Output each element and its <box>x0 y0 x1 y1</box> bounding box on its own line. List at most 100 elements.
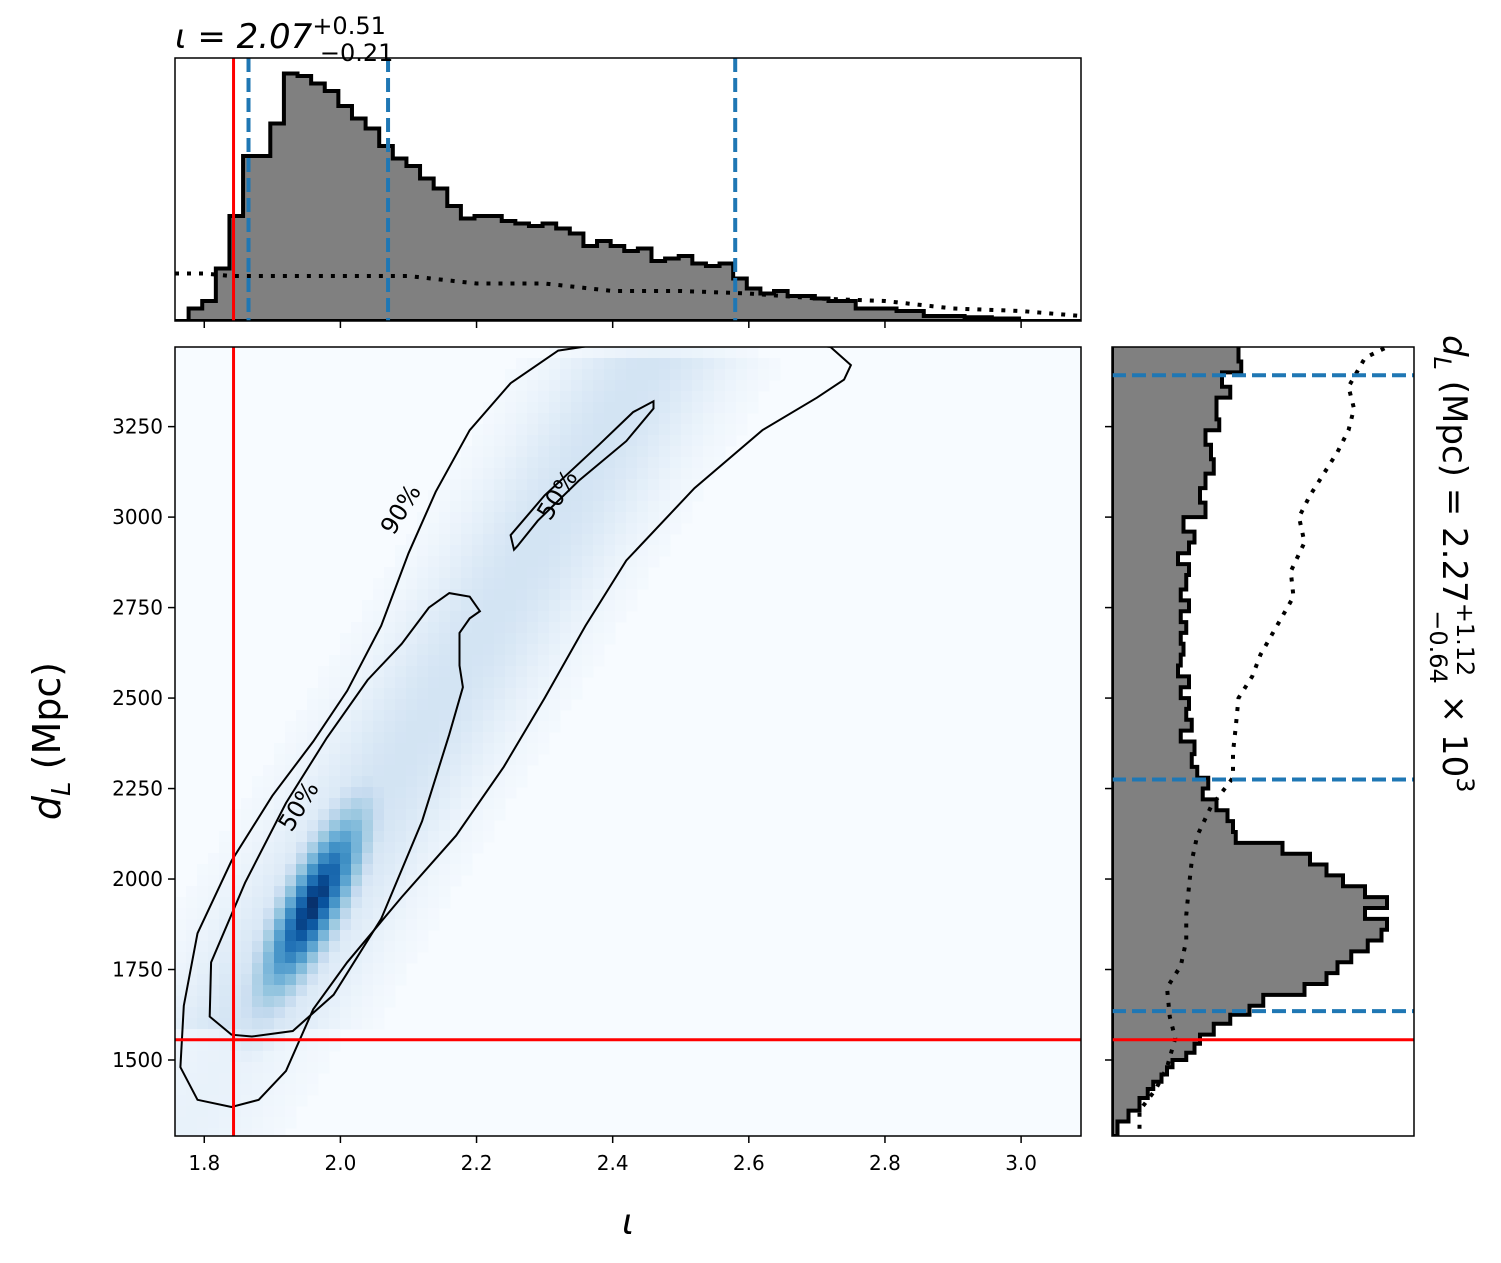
heatmap-cell <box>637 556 649 568</box>
heatmap-cell <box>769 358 781 370</box>
heatmap-cell <box>340 919 352 931</box>
heatmap-cell <box>593 589 605 601</box>
heatmap-cell <box>318 1051 330 1063</box>
heatmap-cell <box>560 534 572 546</box>
heatmap-cell <box>230 985 242 997</box>
heatmap-cell <box>274 798 286 810</box>
heatmap-cell <box>428 600 440 612</box>
heatmap-cell <box>307 1062 319 1074</box>
heatmap-cell <box>461 523 473 535</box>
heatmap-cell <box>362 677 374 689</box>
heatmap-cell <box>395 732 407 744</box>
heatmap-cell <box>208 1084 220 1096</box>
heatmap-cell <box>285 732 297 744</box>
heatmap-cell <box>494 501 506 513</box>
heatmap-cell <box>439 556 451 568</box>
heatmap-cell <box>472 677 484 689</box>
heatmap-cell <box>626 424 638 436</box>
heatmap-cell <box>428 677 440 689</box>
heatmap-cell <box>362 754 374 766</box>
heatmap-cell <box>681 413 693 425</box>
heatmap-cell <box>505 567 517 579</box>
heatmap-cell <box>307 787 319 799</box>
heatmap-cell <box>340 985 352 997</box>
heatmap-cell <box>252 886 264 898</box>
heatmap-cell <box>571 556 583 568</box>
right-title-sup: +1.12 <box>1451 603 1479 677</box>
heatmap-cell <box>571 534 583 546</box>
heatmap-cell <box>230 919 242 931</box>
heatmap-cell <box>483 567 495 579</box>
heatmap-cell <box>659 545 671 557</box>
heatmap-cell <box>670 380 682 392</box>
heatmap-cell <box>582 644 594 656</box>
heatmap-cell <box>318 1018 330 1030</box>
heatmap-cell <box>395 545 407 557</box>
heatmap-cell <box>450 622 462 634</box>
heatmap-cell <box>428 644 440 656</box>
heatmap-cell <box>329 677 341 689</box>
heatmap-cell <box>274 1128 286 1136</box>
heatmap-cell <box>494 600 506 612</box>
heatmap-cell <box>230 1040 242 1052</box>
heatmap-cell <box>329 743 341 755</box>
heatmap-cell <box>747 358 759 370</box>
heatmap-cell <box>241 1029 253 1041</box>
heatmap-cell <box>252 1084 264 1096</box>
heatmap-cell <box>351 721 363 733</box>
heatmap-cell <box>703 435 715 447</box>
heatmap-cell <box>296 941 308 953</box>
heatmap-cell <box>571 523 583 535</box>
heatmap-cell <box>769 369 781 381</box>
heatmap-cell <box>472 787 484 799</box>
heatmap-cell <box>285 886 297 898</box>
heatmap-cell <box>648 358 660 370</box>
heatmap-cell <box>373 886 385 898</box>
heatmap-cell <box>450 633 462 645</box>
heatmap-cell <box>340 963 352 975</box>
heatmap-cell <box>219 1095 231 1107</box>
heatmap-cell <box>417 644 429 656</box>
heatmap-cell <box>208 1128 220 1136</box>
heatmap-cell <box>549 435 561 447</box>
heatmap-cell <box>417 534 429 546</box>
heatmap-cell <box>373 974 385 986</box>
heatmap-cell <box>340 633 352 645</box>
heatmap-cell <box>571 358 583 370</box>
heatmap-cell <box>274 919 286 931</box>
heatmap-cell <box>461 853 473 865</box>
heatmap-cell <box>307 919 319 931</box>
heatmap-cell <box>560 457 572 469</box>
heatmap-cell <box>703 446 715 458</box>
heatmap-cell <box>593 622 605 634</box>
heatmap-cell <box>527 754 539 766</box>
heatmap-cell <box>439 875 451 887</box>
heatmap-cell <box>285 1051 297 1063</box>
heatmap-cell <box>494 545 506 557</box>
heatmap-cell <box>483 413 495 425</box>
heatmap-cell <box>285 1018 297 1030</box>
heatmap-cell <box>439 809 451 821</box>
heatmap-cell <box>351 809 363 821</box>
heatmap-cell <box>483 699 495 711</box>
heatmap-cell <box>560 589 572 601</box>
heatmap-cell <box>516 424 528 436</box>
heatmap-cell <box>230 974 242 986</box>
heatmap-cell <box>472 523 484 535</box>
heatmap-cell <box>527 424 539 436</box>
heatmap-cell <box>439 644 451 656</box>
heatmap-cell <box>395 963 407 975</box>
heatmap-cell <box>263 1095 275 1107</box>
heatmap-cell <box>615 523 627 535</box>
heatmap-cell <box>626 556 638 568</box>
heatmap-cell <box>461 600 473 612</box>
heatmap-cell <box>428 567 440 579</box>
heatmap-cell <box>395 556 407 568</box>
heatmap-cell <box>417 809 429 821</box>
heatmap-cell <box>439 732 451 744</box>
heatmap-cell <box>450 490 462 502</box>
heatmap-cell <box>406 875 418 887</box>
heatmap-cell <box>406 545 418 557</box>
heatmap-cell <box>472 776 484 788</box>
heatmap-cell <box>560 578 572 590</box>
